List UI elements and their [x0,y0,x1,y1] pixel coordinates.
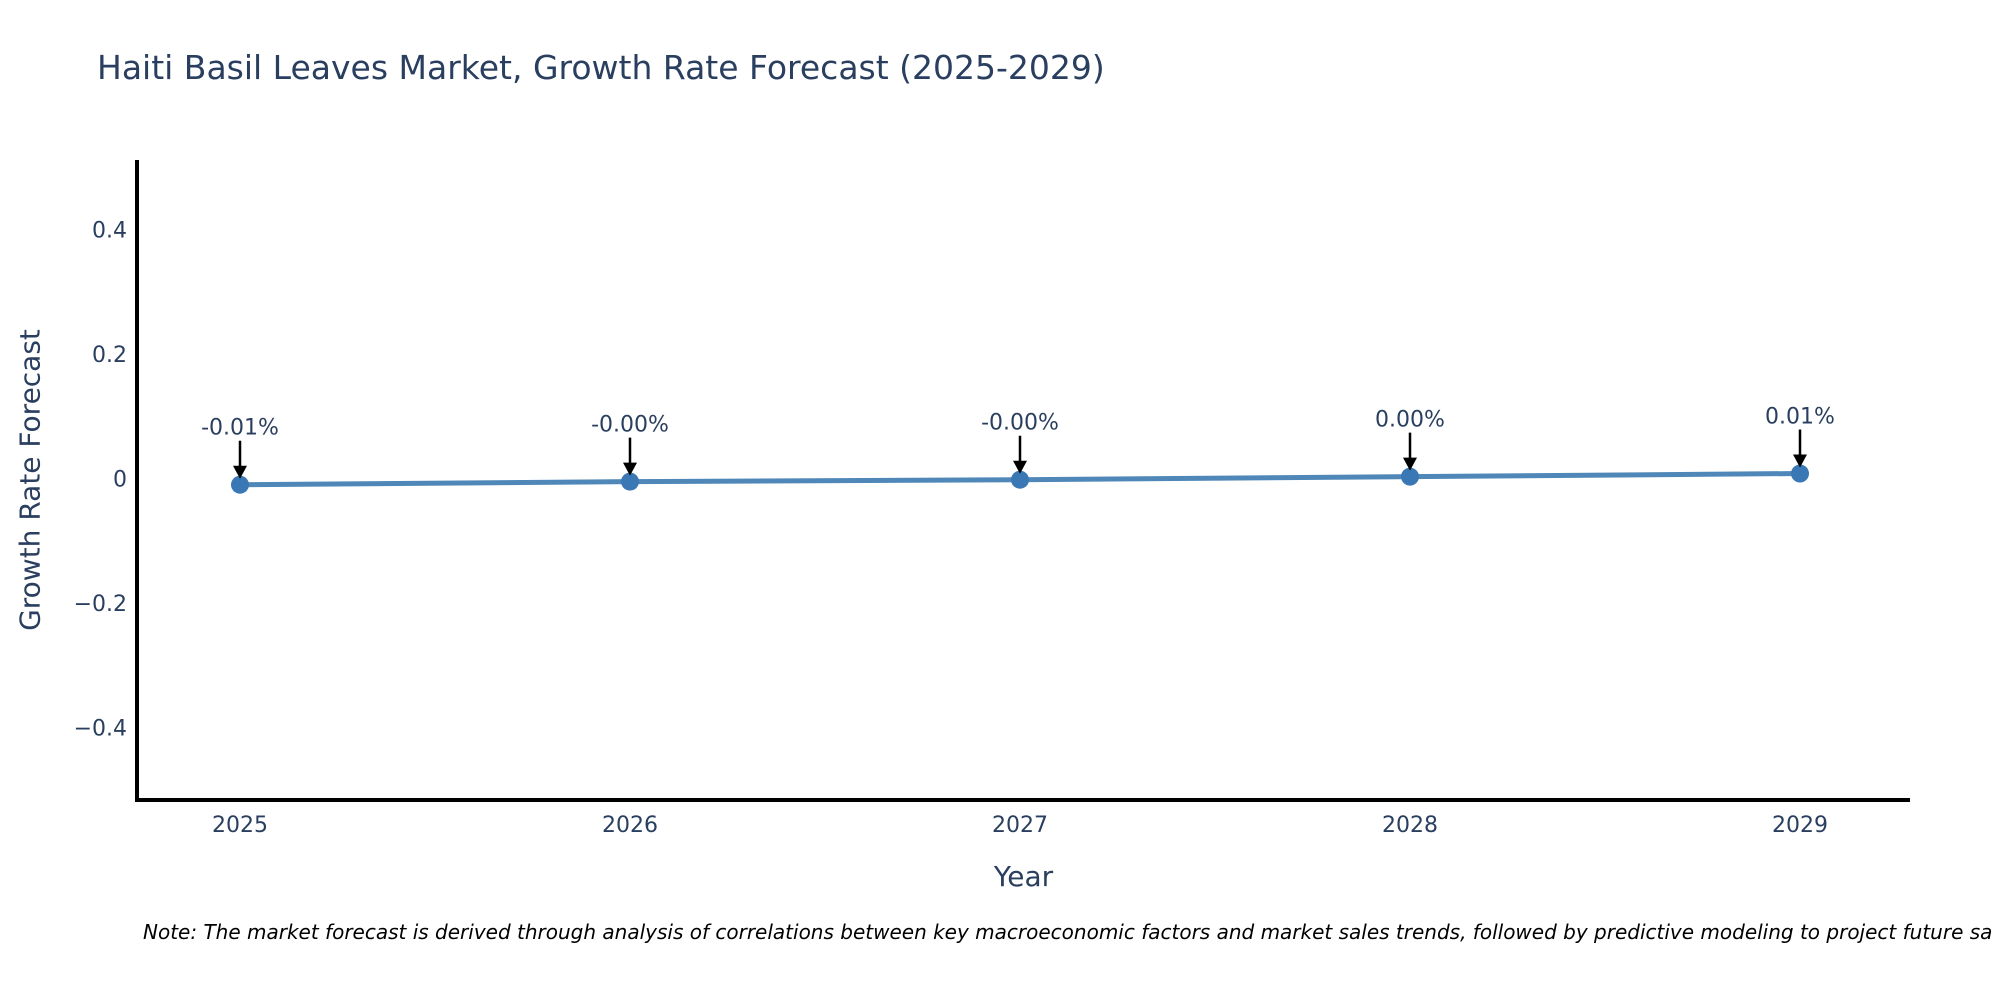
data-point-marker [1791,464,1809,483]
x-axis-tick-label: 2028 [1382,813,1438,838]
x-axis-title: Year [993,860,1054,893]
annotation-arrow-head [233,465,247,479]
data-point-label: -0.01% [201,416,279,441]
axis-lines [135,160,1910,802]
y-axis-tick-label: 0.2 [92,343,127,368]
footnote-text: Note: The market forecast is derived thr… [143,920,1993,944]
annotation-arrow-head [1793,454,1807,468]
data-point-label: 0.01% [1765,405,1835,430]
y-axis-tick-label: 0 [113,468,127,493]
data-point-label: -0.00% [981,411,1059,436]
y-axis-tick-label: −0.2 [74,592,127,617]
annotation-arrow-head [623,462,637,476]
data-point-marker [1011,470,1029,489]
data-point-marker [231,475,249,494]
chart-title: Haiti Basil Leaves Market, Growth Rate F… [97,48,1105,87]
x-axis-tick-label: 2025 [212,813,268,838]
data-point-label: -0.00% [591,413,669,438]
annotation-arrow-head [1403,457,1417,471]
x-axis-tick-label: 2026 [602,813,658,838]
annotation-arrow-head [1013,460,1027,474]
data-point-marker [621,472,639,491]
x-axis-tick-label: 2027 [992,813,1048,838]
y-axis-title: Growth Rate Forecast [14,329,47,631]
data-point-marker [1401,467,1419,486]
y-axis-tick-label: −0.4 [74,717,127,742]
x-axis-tick-label: 2029 [1772,813,1828,838]
y-axis-tick-label: 0.4 [92,218,127,243]
data-point-label: 0.00% [1375,408,1445,433]
